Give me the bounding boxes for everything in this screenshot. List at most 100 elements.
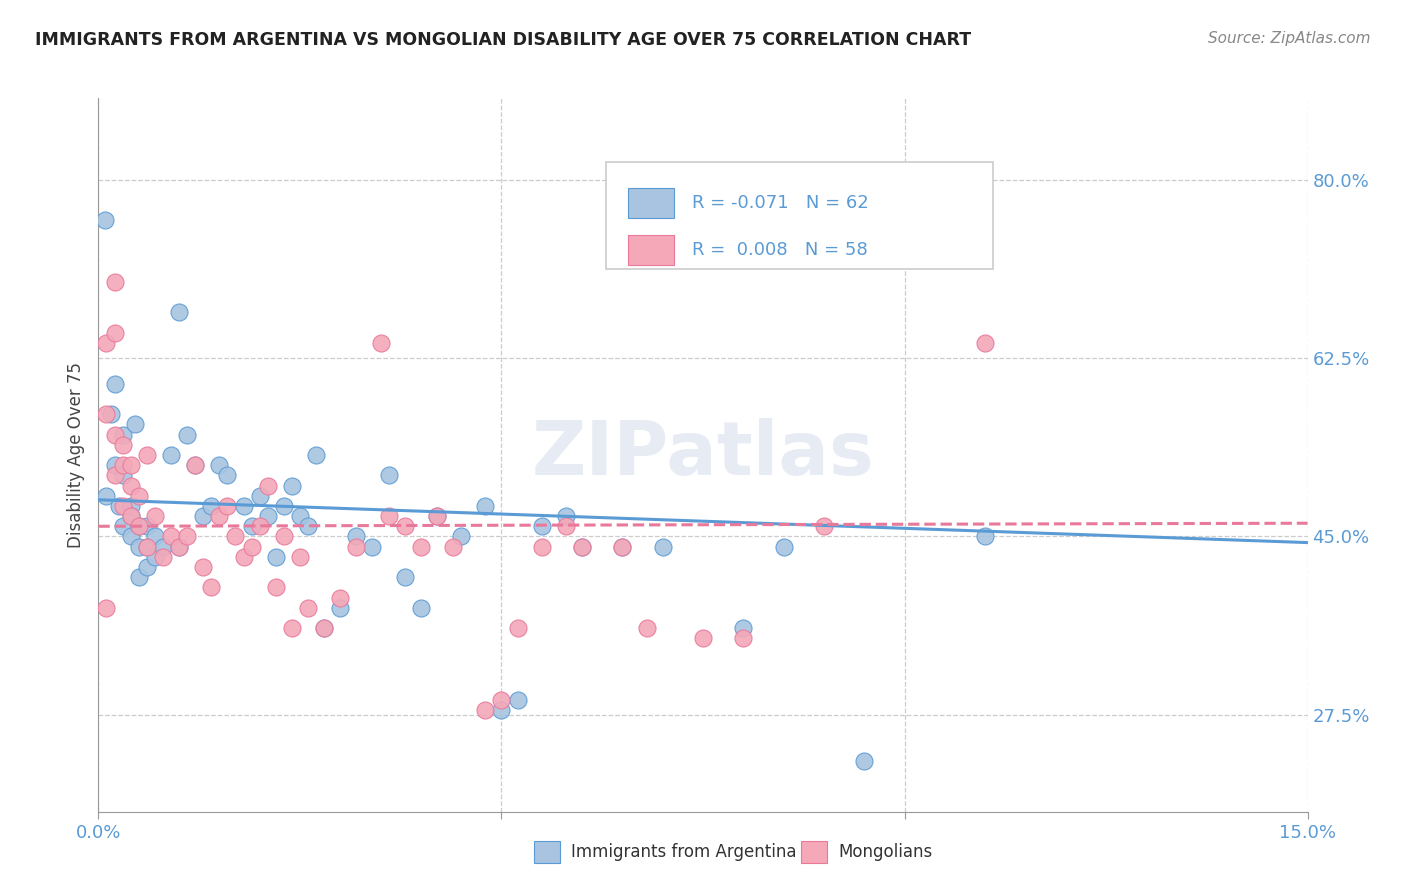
Point [128,540,150,554]
Point [813,519,835,533]
Point [370,335,392,350]
Point [264,581,287,595]
Point [143,529,166,543]
Point [96,600,118,615]
Point [111,427,134,442]
Point [232,549,254,564]
Point [135,540,157,554]
Point [409,600,432,615]
Point [143,549,166,564]
Point [344,529,367,543]
Point [651,540,673,554]
Point [100,407,122,421]
Point [474,703,496,717]
Point [124,417,146,432]
Point [555,519,578,533]
Point [94,213,117,227]
Point [120,499,142,513]
Point [217,468,239,483]
Point [120,509,142,524]
Point [555,509,578,524]
Point [506,621,529,635]
Point [256,509,278,524]
Bar [628,188,673,218]
Point [120,509,142,524]
Bar [628,235,673,265]
Point [571,540,593,554]
Point [240,540,263,554]
Point [128,519,150,533]
Point [853,754,876,768]
Point [135,519,157,533]
Point [103,468,125,483]
Point [96,489,118,503]
Point [103,458,125,472]
Point [232,499,254,513]
Point [103,427,125,442]
Point [249,519,271,533]
Point [152,540,174,554]
Point [200,499,222,513]
Point [288,549,311,564]
Point [530,540,553,554]
Point [167,540,190,554]
Point [111,458,134,472]
Point [111,519,134,533]
Point [264,549,287,564]
Point [974,335,997,350]
Point [176,529,198,543]
Point [692,632,714,646]
Point [128,570,150,584]
Point [152,549,174,564]
Point [733,621,755,635]
Point [491,703,513,717]
Point [184,458,207,472]
Point [240,519,263,533]
Point [441,540,464,554]
Point [256,478,278,492]
Point [361,540,384,554]
Point [135,448,157,462]
Point [297,600,319,615]
Point [409,540,432,554]
Point [208,509,231,524]
Y-axis label: Disability Age Over 75: Disability Age Over 75 [67,362,86,548]
Point [273,529,295,543]
Point [135,560,157,574]
Point [167,305,190,319]
FancyBboxPatch shape [606,162,993,269]
Point [128,519,150,533]
Point [288,509,311,524]
Text: R =  0.008   N = 58: R = 0.008 N = 58 [692,241,868,259]
Point [193,509,215,524]
Point [143,509,166,524]
Point [344,540,367,554]
Point [128,489,150,503]
Point [217,499,239,513]
Point [281,478,304,492]
Point [167,540,190,554]
Text: IMMIGRANTS FROM ARGENTINA VS MONGOLIAN DISABILITY AGE OVER 75 CORRELATION CHART: IMMIGRANTS FROM ARGENTINA VS MONGOLIAN D… [35,31,972,49]
Point [249,489,271,503]
Point [530,519,553,533]
Point [612,540,634,554]
Point [394,519,416,533]
Point [297,519,319,533]
Point [450,529,472,543]
Point [394,570,416,584]
Point [612,540,634,554]
Point [208,458,231,472]
Point [273,499,295,513]
Point [200,581,222,595]
Point [120,458,142,472]
Point [176,427,198,442]
Point [103,376,125,391]
Text: Immigrants from Argentina: Immigrants from Argentina [571,843,796,862]
Point [974,529,997,543]
Point [314,621,336,635]
Point [160,529,183,543]
Point [103,326,125,340]
Text: Source: ZipAtlas.com: Source: ZipAtlas.com [1208,31,1371,46]
Text: R = -0.071   N = 62: R = -0.071 N = 62 [692,194,869,212]
Point [120,529,142,543]
